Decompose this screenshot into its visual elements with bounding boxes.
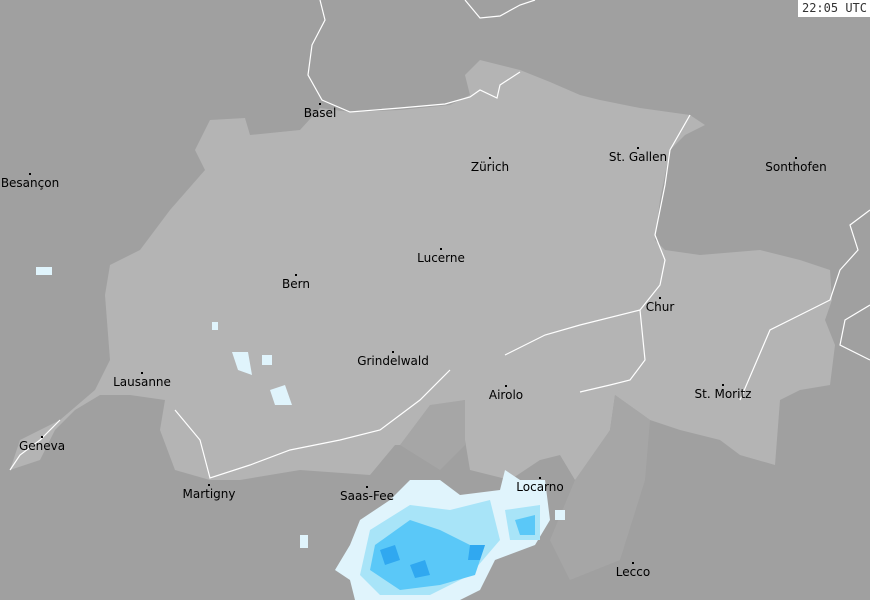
city-label: Besançon [0, 176, 60, 190]
city-label: Lausanne [113, 375, 171, 389]
city-label: Grindelwald [357, 354, 429, 368]
city-dot [489, 157, 491, 159]
borders [9, 0, 870, 479]
city-dot [366, 486, 368, 488]
city-dot [41, 436, 43, 438]
city-dot [722, 384, 724, 386]
city-label: Lucerne [417, 251, 465, 265]
city-dot [392, 351, 394, 353]
city-dot [637, 147, 639, 149]
city-label: Zürich [470, 160, 510, 174]
city-label: Basel [303, 106, 337, 120]
city-dot [208, 484, 210, 486]
city-label: Martigny [182, 487, 236, 501]
city-dot [659, 297, 661, 299]
city-label: Locarno [516, 480, 564, 494]
city-dot [29, 173, 31, 175]
city-dot [295, 274, 297, 276]
city-dot [505, 385, 507, 387]
city-label: Airolo [488, 388, 524, 402]
city-label: Geneva [18, 439, 66, 453]
city-label: Chur [645, 300, 675, 314]
city-dot [319, 103, 321, 105]
city-dot [141, 372, 143, 374]
city-dot [440, 248, 442, 250]
city-dot [539, 477, 541, 479]
city-dot [795, 157, 797, 159]
city-label: Saas-Fee [340, 489, 394, 503]
city-label: Bern [282, 277, 310, 291]
city-label: Lecco [615, 565, 651, 579]
switzerland-region [10, 60, 835, 480]
city-label: St. Moritz [694, 387, 752, 401]
timestamp-label: 22:05 UTC [797, 0, 870, 17]
precipitation [36, 267, 565, 600]
valley-region [400, 400, 465, 470]
city-label: St. Gallen [608, 150, 668, 164]
city-dot [632, 562, 634, 564]
city-label: Sonthofen [765, 160, 827, 174]
italy-region [550, 395, 650, 580]
